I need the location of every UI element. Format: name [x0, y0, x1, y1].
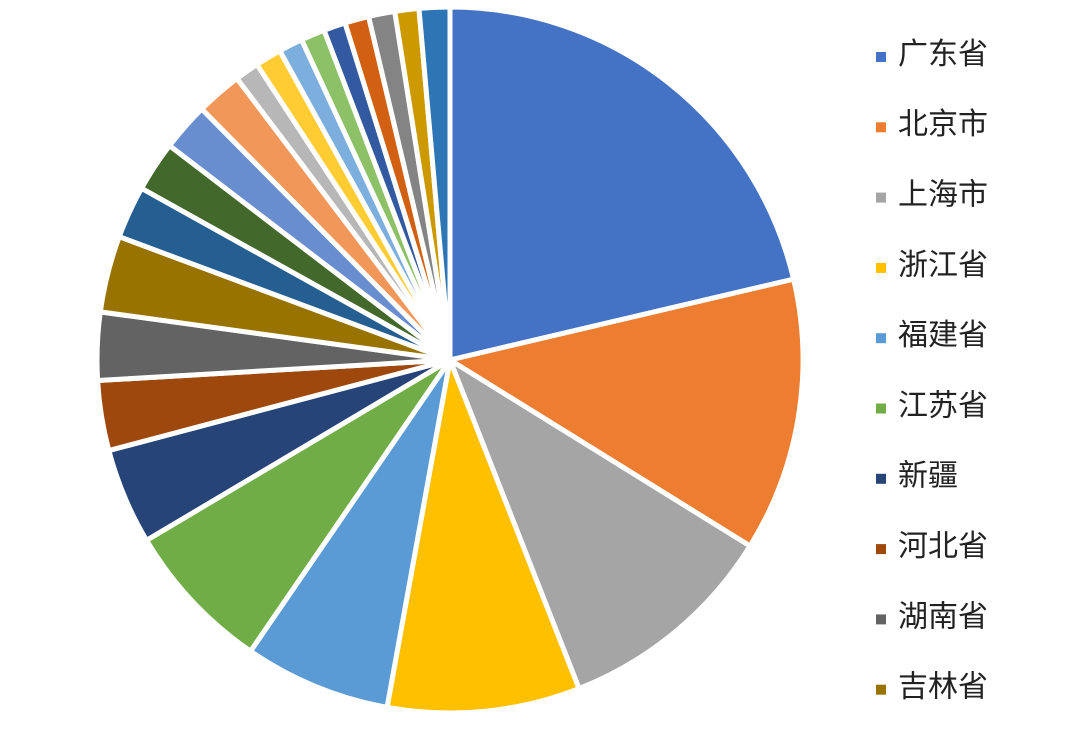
legend-label: 河北省 — [898, 530, 988, 563]
legend-marker — [876, 684, 886, 695]
legend-label: 浙江省 — [898, 249, 988, 282]
pie-slice — [447, 357, 753, 692]
legend-label: 江苏省 — [898, 389, 988, 422]
legend-marker — [876, 614, 886, 625]
legend-marker — [876, 52, 886, 62]
legend-label: 新疆 — [898, 460, 958, 493]
pie-slice — [447, 276, 806, 549]
legend-marker — [876, 262, 886, 273]
legend-label: 福建省 — [898, 319, 988, 352]
pie-slice — [416, 4, 453, 363]
legend-label: 广东省 — [898, 38, 988, 71]
legend-marker — [876, 122, 886, 133]
pie-slice — [447, 4, 797, 363]
legend-marker — [876, 403, 886, 414]
legend-marker — [876, 544, 886, 555]
legend-label: 湖南省 — [898, 600, 988, 633]
legend-label: 上海市 — [898, 178, 988, 211]
legend-marker — [876, 473, 886, 484]
legend-marker — [876, 192, 886, 203]
legend-label: 吉林省 — [898, 671, 988, 704]
pie-slice — [247, 357, 453, 710]
pie-slice — [144, 357, 453, 654]
legend-marker — [876, 333, 886, 344]
legend-label: 北京市 — [898, 108, 988, 141]
